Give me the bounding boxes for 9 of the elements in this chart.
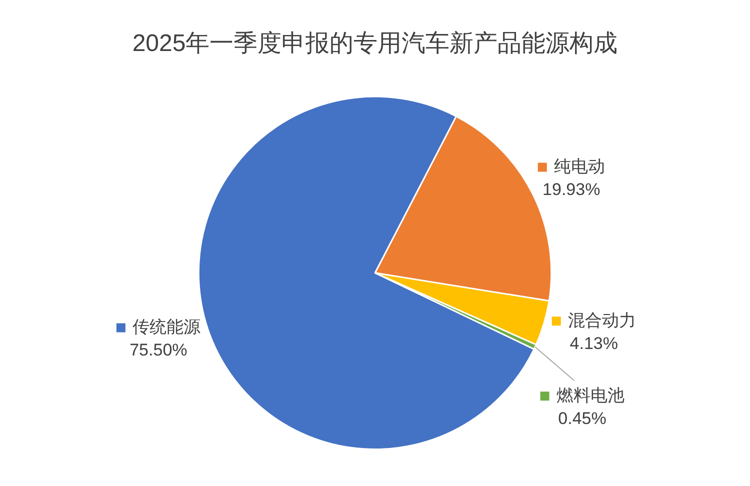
- data-label: 19.93%: [542, 180, 600, 199]
- data-label: 75.50%: [130, 340, 188, 360]
- legend-label: 混合动力: [568, 310, 636, 330]
- legend-label: 传统能源: [132, 317, 200, 336]
- data-label: 0.45%: [558, 408, 606, 428]
- chart-title: 2025年一季度申报的专用汽车新产品能源构成: [132, 30, 618, 58]
- legend-label: 纯电动: [554, 156, 605, 176]
- legend-label: 燃料电池: [556, 386, 624, 405]
- data-label: 4.13%: [570, 334, 618, 353]
